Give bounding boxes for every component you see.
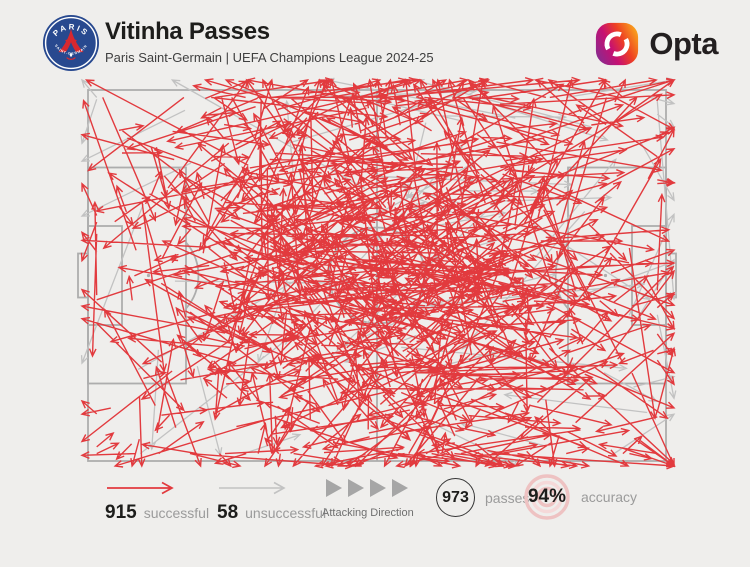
psg-crest-logo: PARIS SAINT-GERMAIN [42, 14, 100, 72]
header: PARIS SAINT-GERMAIN Vitinha Passes Paris… [0, 0, 750, 80]
passes-count-badge: 973 [436, 478, 475, 517]
crest-background [42, 14, 100, 72]
successful-count: 915 [105, 502, 137, 523]
successful-pass-arrow-icon [107, 481, 174, 495]
accuracy-value: 94% [527, 486, 567, 507]
page-title: Vitinha Passes [105, 18, 270, 45]
successful-passes-stat: 915 successful [105, 480, 209, 524]
unsuccessful-pass-arrow-icon [219, 481, 286, 495]
passes-label: passes [485, 489, 530, 506]
fleur-de-lis-icon [69, 52, 73, 58]
attacking-direction: Attacking Direction [322, 478, 414, 519]
accuracy-label: accuracy [581, 489, 638, 505]
opta-brand: Opta [594, 21, 718, 67]
unsuccessful-passes-stat: 58 unsuccessful [217, 480, 326, 524]
opta-wordmark: Opta [649, 26, 718, 61]
page-subtitle: Paris Saint-Germain | UEFA Champions Lea… [105, 50, 434, 66]
legend: 915 successful 58 unsuccessful Attacking… [0, 472, 750, 542]
attacking-direction-icon [325, 479, 408, 497]
accuracy-stat: 94% accuracy [523, 473, 637, 521]
unsuccessful-count: 58 [217, 502, 239, 523]
eiffel-tower-icon [58, 28, 84, 61]
right-penalty-spot [603, 273, 608, 278]
successful-passes-layer [80, 76, 676, 470]
total-passes-stat: 973 passes [436, 478, 529, 517]
left-penalty-spot [146, 273, 151, 278]
passes-count: 973 [442, 488, 469, 506]
opta-logo-icon [596, 22, 639, 66]
successful-label: successful [143, 505, 210, 521]
accuracy-target-badge: 94% [523, 473, 571, 521]
unsuccessful-label: unsuccessful [245, 505, 327, 521]
target-icon [524, 474, 570, 520]
left-goal [77, 252, 89, 299]
attacking-direction-label: Attacking Direction [322, 507, 414, 519]
